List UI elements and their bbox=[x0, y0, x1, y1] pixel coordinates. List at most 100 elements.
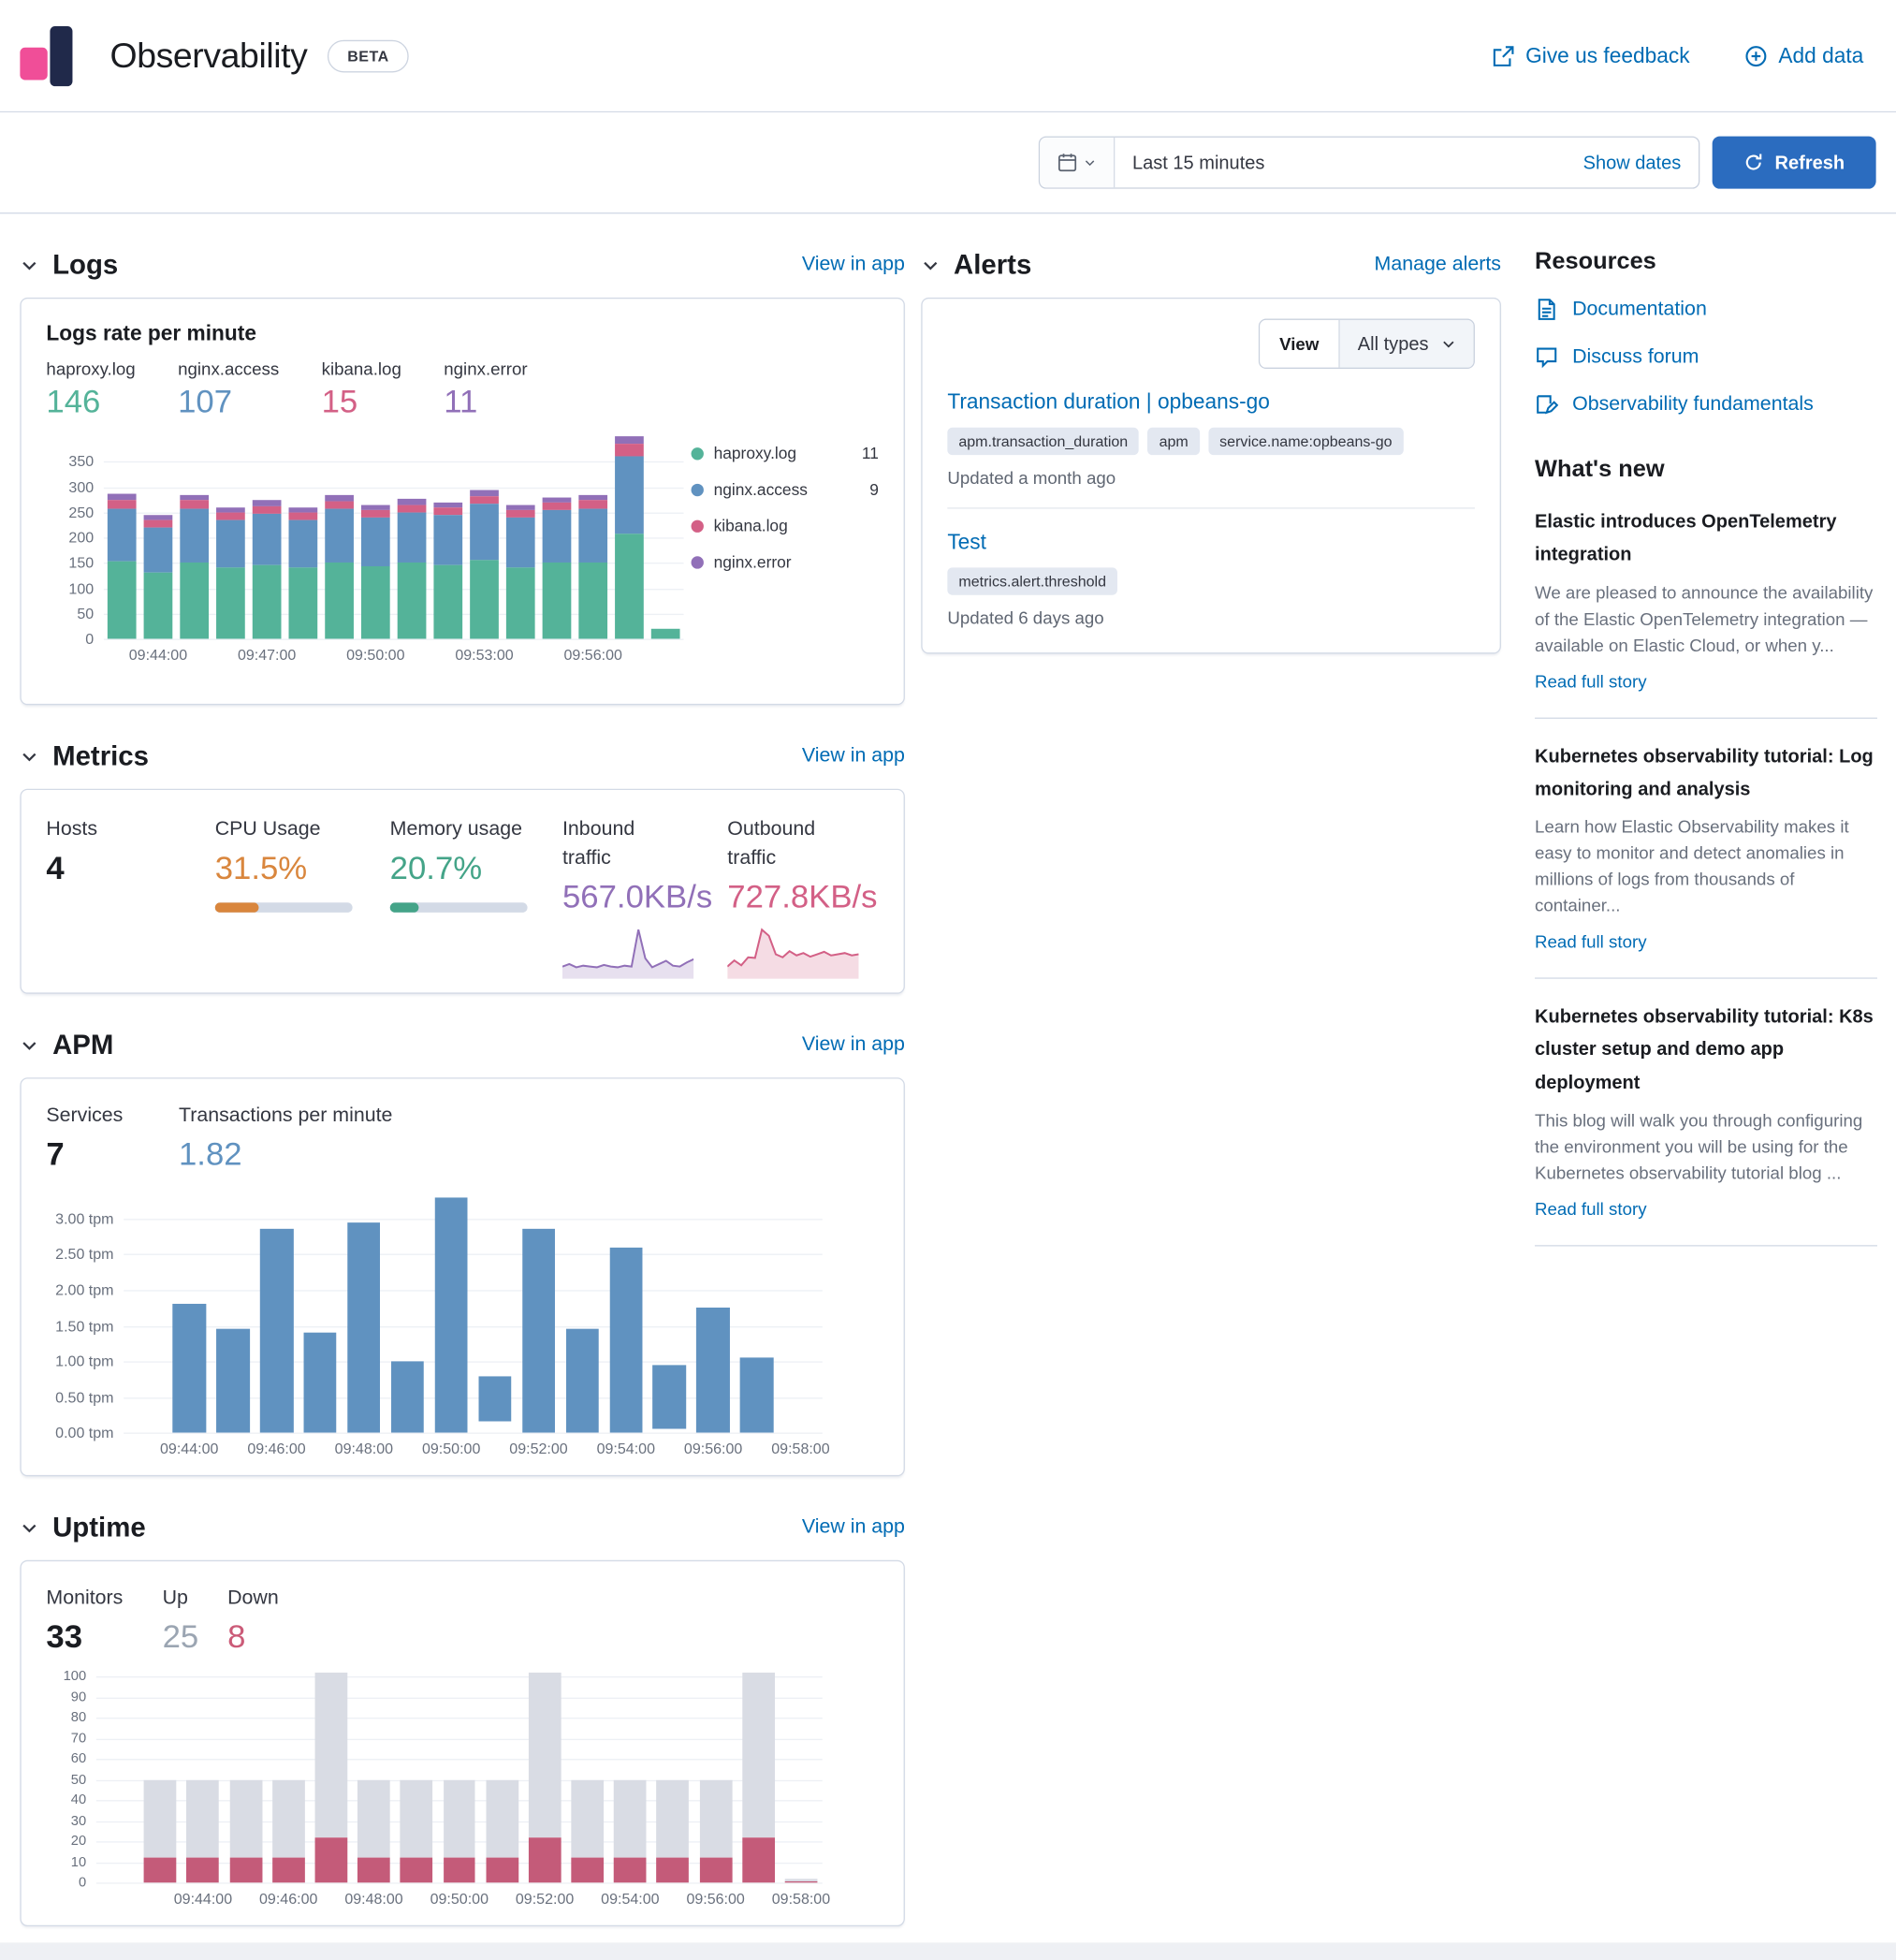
manage-alerts-link[interactable]: Manage alerts bbox=[1374, 254, 1501, 275]
collapse-apm-chevron-icon[interactable] bbox=[20, 1035, 38, 1054]
add-data-label: Add data bbox=[1778, 43, 1864, 67]
alert-tag: apm.transaction_duration bbox=[947, 427, 1140, 456]
y-axis-label: 3.00 tpm bbox=[55, 1209, 114, 1228]
y-axis-label: 1.00 tpm bbox=[55, 1353, 114, 1370]
y-axis-label: 2.50 tpm bbox=[55, 1245, 114, 1264]
alerts-section-title: Alerts bbox=[954, 248, 1032, 281]
grid-line bbox=[95, 1676, 823, 1678]
bar bbox=[108, 493, 136, 639]
logs-section-title: Logs bbox=[52, 248, 119, 281]
alert-type-select[interactable]: All types bbox=[1338, 319, 1474, 368]
apm-services-stat: Services 7 bbox=[46, 1104, 124, 1173]
bar-segment bbox=[144, 527, 172, 573]
bar bbox=[303, 1333, 337, 1433]
bar-segment bbox=[615, 444, 644, 457]
add-data-link[interactable]: Add data bbox=[1744, 43, 1863, 68]
collapse-metrics-chevron-icon[interactable] bbox=[20, 747, 38, 766]
quick-select-button[interactable] bbox=[1040, 137, 1116, 188]
metric-inbound-traffic: Inbound traffic 567.0KB/s bbox=[562, 815, 727, 980]
bar bbox=[521, 1229, 556, 1433]
document-icon bbox=[1535, 298, 1558, 321]
metrics-view-in-app-link[interactable]: View in app bbox=[801, 744, 905, 767]
y-axis-label: 20 bbox=[70, 1834, 87, 1850]
bar-segment bbox=[143, 1779, 177, 1859]
grid-line bbox=[103, 588, 684, 590]
observability-fundamentals-link[interactable]: Observability fundamentals bbox=[1535, 392, 1877, 416]
grid-line bbox=[124, 1397, 823, 1398]
bar-segment bbox=[486, 1779, 518, 1859]
bar-segment bbox=[615, 534, 644, 639]
bar bbox=[347, 1221, 381, 1433]
documentation-link[interactable]: Documentation bbox=[1535, 298, 1877, 321]
outbound-traffic-sparkline bbox=[726, 924, 859, 980]
time-range-input[interactable]: Last 15 minutes Show dates bbox=[1115, 138, 1699, 187]
bar bbox=[696, 1308, 730, 1433]
bar bbox=[615, 435, 644, 639]
bar-segment bbox=[565, 1329, 599, 1433]
logs-section: Logs View in app Logs rate per minute ha… bbox=[20, 248, 905, 706]
y-axis-label: 350 bbox=[68, 452, 95, 471]
legend-dot bbox=[691, 483, 704, 496]
alert-tag: metrics.alert.threshold bbox=[947, 567, 1118, 595]
bar-segment bbox=[528, 1673, 562, 1838]
bar bbox=[578, 494, 607, 639]
x-axis-label: 09:46:00 bbox=[247, 1440, 306, 1458]
bar bbox=[528, 1673, 562, 1883]
x-axis-label: 09:54:00 bbox=[596, 1440, 656, 1458]
legend-item-nginx-error[interactable]: nginx.error bbox=[691, 552, 879, 571]
x-axis-label: 09:47:00 bbox=[237, 646, 297, 665]
collapse-logs-chevron-icon[interactable] bbox=[20, 256, 38, 274]
grid-line bbox=[103, 487, 684, 489]
bar bbox=[144, 514, 172, 639]
y-axis-label: 30 bbox=[70, 1813, 87, 1829]
bar bbox=[614, 1779, 647, 1883]
alert-tags: metrics.alert.threshold bbox=[947, 567, 1475, 595]
refresh-button[interactable]: Refresh bbox=[1712, 136, 1876, 189]
show-dates-link[interactable]: Show dates bbox=[1582, 152, 1682, 173]
legend-item-haproxy[interactable]: haproxy.log 11 bbox=[691, 444, 879, 462]
left-column: Logs View in app Logs rate per minute ha… bbox=[20, 249, 905, 1943]
bar-segment bbox=[614, 1858, 647, 1883]
bar-segment bbox=[325, 501, 354, 510]
bar-segment bbox=[398, 512, 426, 563]
bar-segment bbox=[434, 515, 462, 565]
logs-view-in-app-link[interactable]: View in app bbox=[801, 254, 905, 275]
alert-updated-text: Updated 6 days ago bbox=[947, 607, 1104, 628]
y-axis-label: 200 bbox=[68, 528, 95, 547]
read-full-story-link[interactable]: Read full story bbox=[1535, 670, 1647, 691]
y-axis-label: 80 bbox=[70, 1710, 87, 1726]
bar bbox=[506, 505, 534, 639]
legend-item-kibana-log[interactable]: kibana.log bbox=[691, 517, 879, 535]
bar-segment bbox=[144, 519, 172, 528]
collapse-uptime-chevron-icon[interactable] bbox=[20, 1518, 38, 1537]
alert-tag: apm bbox=[1147, 427, 1200, 456]
x-axis-label: 09:50:00 bbox=[346, 646, 405, 665]
bar bbox=[656, 1779, 690, 1883]
collapse-alerts-chevron-icon[interactable] bbox=[921, 256, 940, 274]
x-axis-label: 09:54:00 bbox=[601, 1890, 660, 1909]
bar-segment bbox=[434, 507, 462, 516]
bar-segment bbox=[259, 1229, 294, 1433]
bar bbox=[357, 1779, 390, 1883]
read-full-story-link[interactable]: Read full story bbox=[1535, 1198, 1647, 1219]
y-axis-label: 1.50 tpm bbox=[55, 1317, 114, 1335]
y-axis-label: 40 bbox=[70, 1792, 87, 1808]
bar-segment bbox=[656, 1779, 690, 1859]
refresh-icon bbox=[1743, 153, 1763, 172]
discuss-forum-link[interactable]: Discuss forum bbox=[1535, 345, 1877, 369]
alert-title-link[interactable]: Transaction duration | opbeans-go bbox=[947, 389, 1270, 415]
bar-segment bbox=[143, 1858, 177, 1883]
alert-title-link[interactable]: Test bbox=[947, 530, 986, 554]
read-full-story-link[interactable]: Read full story bbox=[1535, 930, 1647, 952]
give-feedback-link[interactable]: Give us feedback bbox=[1492, 43, 1690, 68]
legend-item-nginx-access[interactable]: nginx.access 9 bbox=[691, 480, 879, 499]
y-axis-label: 60 bbox=[70, 1751, 87, 1767]
uptime-view-in-app-link[interactable]: View in app bbox=[801, 1515, 905, 1538]
apm-view-in-app-link[interactable]: View in app bbox=[801, 1033, 905, 1056]
bar-segment bbox=[571, 1858, 605, 1883]
grid-line bbox=[124, 1254, 823, 1256]
plus-circle-icon bbox=[1744, 44, 1767, 66]
fundamentals-icon bbox=[1535, 392, 1559, 416]
x-axis-label: 09:53:00 bbox=[455, 646, 514, 665]
bar bbox=[172, 1304, 206, 1433]
